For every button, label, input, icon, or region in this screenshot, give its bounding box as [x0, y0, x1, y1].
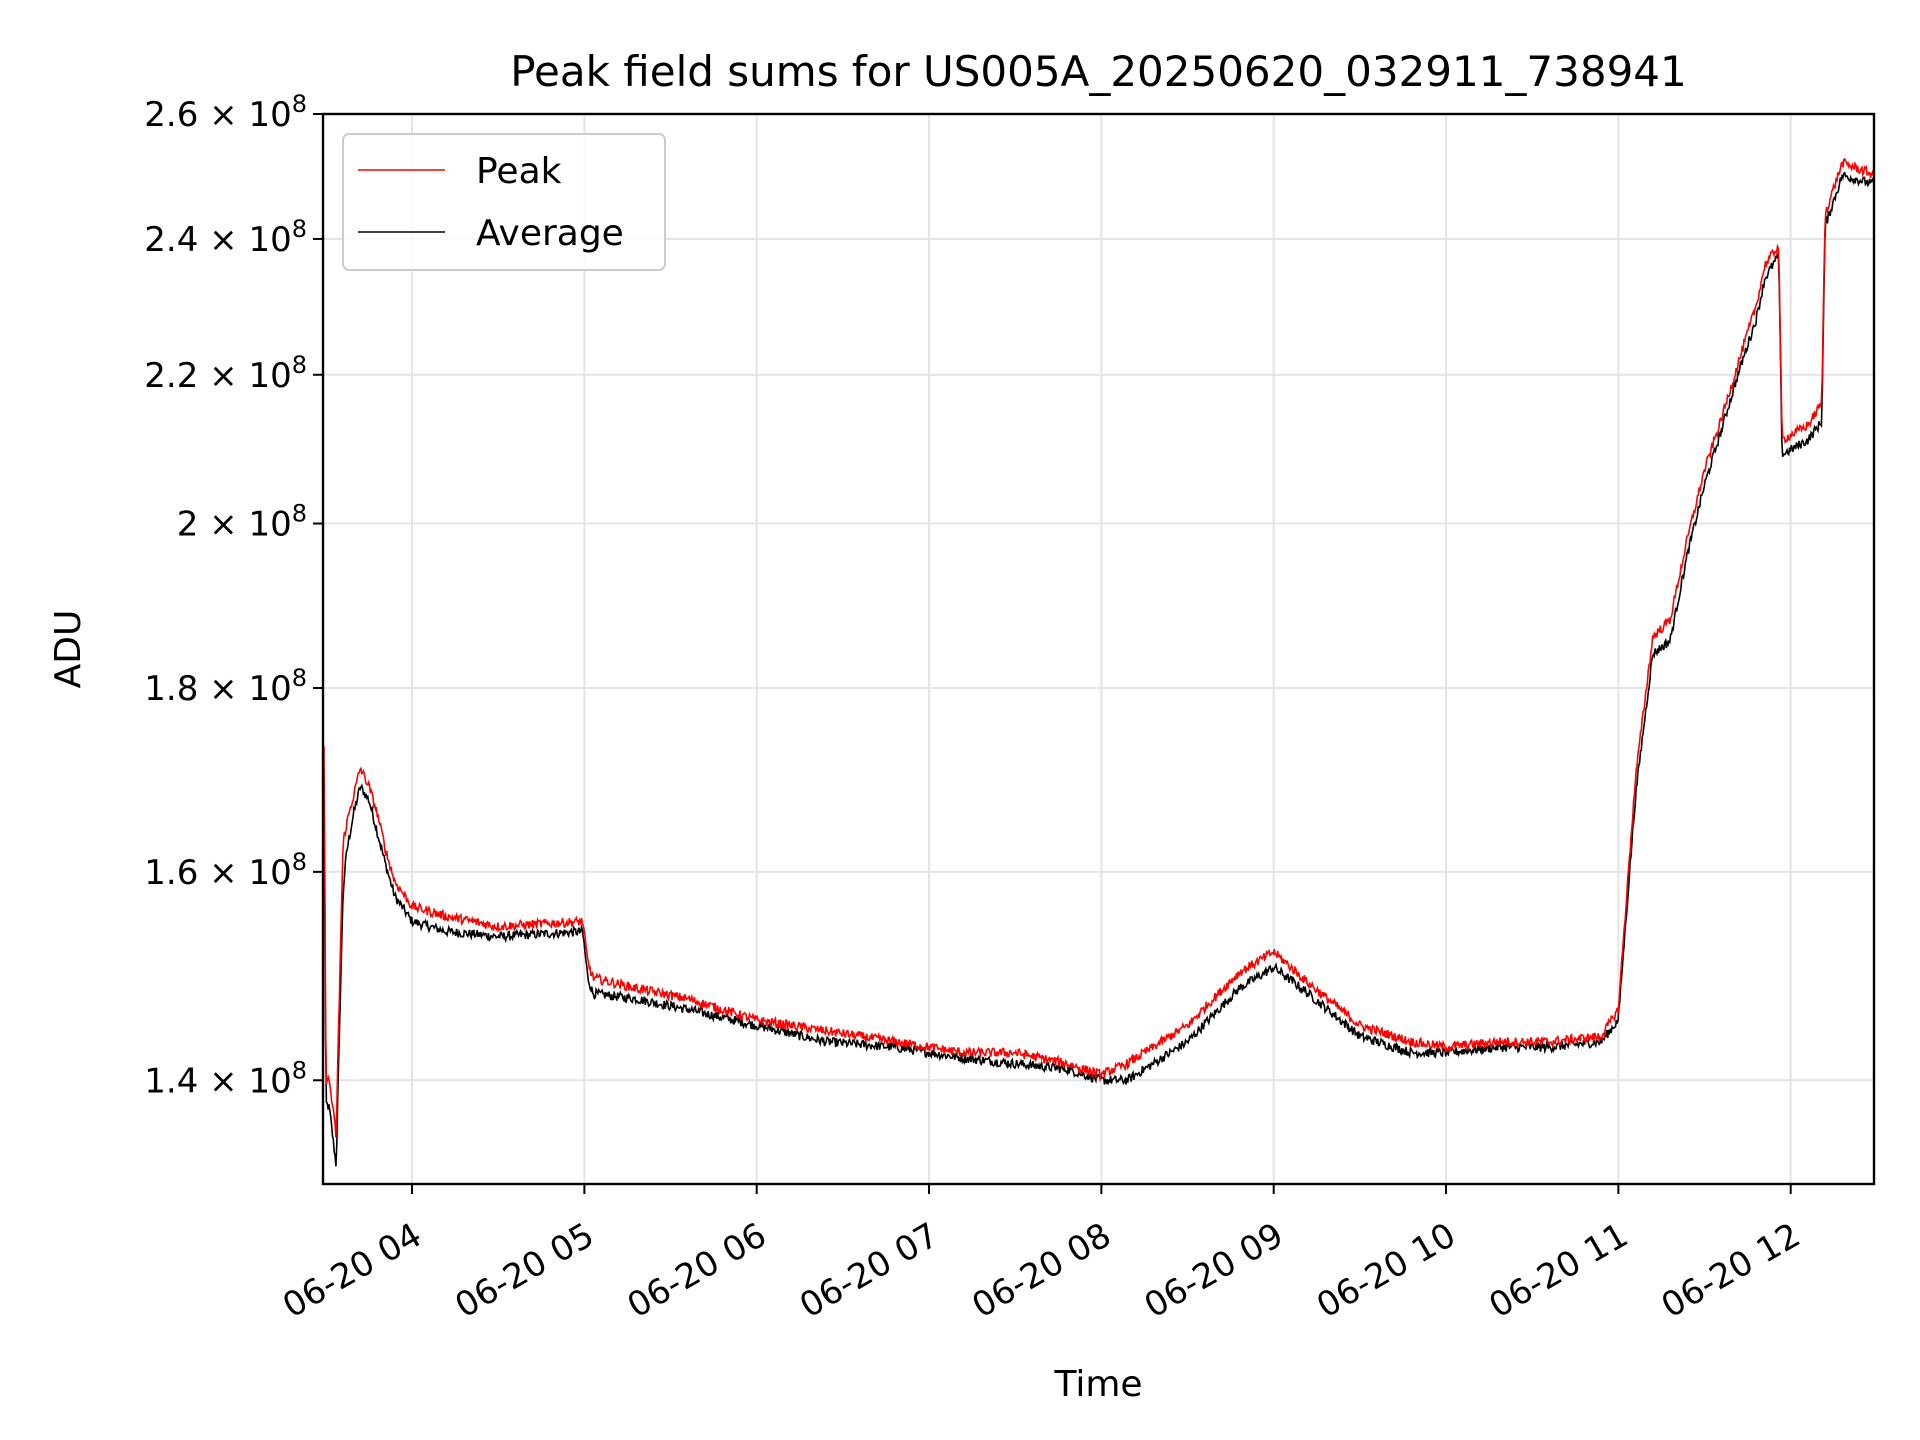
y-tick-mantissa: 1.8 [144, 669, 198, 709]
y-tick-mantissa: 2.2 [144, 356, 198, 396]
y-tick-label: 2 × 108 [177, 500, 307, 545]
y-tick-exponent: 8 [292, 215, 307, 243]
y-tick-times: × 10 [198, 220, 291, 260]
legend: Peak Average [342, 133, 666, 271]
y-tick-exponent: 8 [292, 1056, 307, 1084]
legend-box [342, 133, 666, 271]
y-tick-exponent: 8 [292, 90, 307, 118]
y-tick-exponent: 8 [292, 664, 307, 692]
y-tick-mantissa: 2.4 [144, 220, 198, 260]
y-tick-label: 2.2 × 108 [144, 351, 307, 396]
y-tick-times: × 10 [198, 1061, 291, 1101]
y-tick-times: × 10 [198, 505, 291, 545]
series-line-average [323, 171, 1874, 1167]
y-tick-label: 1.4 × 108 [144, 1056, 307, 1101]
y-axis-label: ADU [48, 610, 89, 689]
legend-label-average: Average [476, 213, 624, 254]
y-tick-times: × 10 [198, 853, 291, 893]
y-tick-label: 2.6 × 108 [144, 90, 307, 135]
y-tick-times: × 10 [198, 356, 291, 396]
y-tick-label: 1.6 × 108 [144, 848, 307, 893]
y-tick-mantissa: 2.6 [144, 95, 198, 135]
plot-frame [321, 112, 1876, 1186]
series-layer [323, 157, 1874, 1167]
x-axis-label: Time [1053, 1364, 1142, 1405]
legend-label-peak: Peak [476, 151, 562, 192]
y-tick-exponent: 8 [292, 500, 307, 528]
y-tick-times: × 10 [198, 669, 291, 709]
series-line-peak [323, 157, 1874, 1138]
grid [323, 113, 1874, 1184]
y-tick-label: 2.4 × 108 [144, 215, 307, 260]
y-tick-mantissa: 2 [177, 505, 199, 545]
chart-title: Peak field sums for US005A_20250620_0329… [510, 47, 1687, 96]
y-tick-exponent: 8 [292, 351, 307, 379]
y-tick-times: × 10 [198, 95, 291, 135]
y-tick-mantissa: 1.6 [144, 853, 198, 893]
y-tick-exponent: 8 [292, 848, 307, 876]
y-tick-label: 1.8 × 108 [144, 664, 307, 709]
y-tick-mantissa: 1.4 [144, 1061, 198, 1101]
